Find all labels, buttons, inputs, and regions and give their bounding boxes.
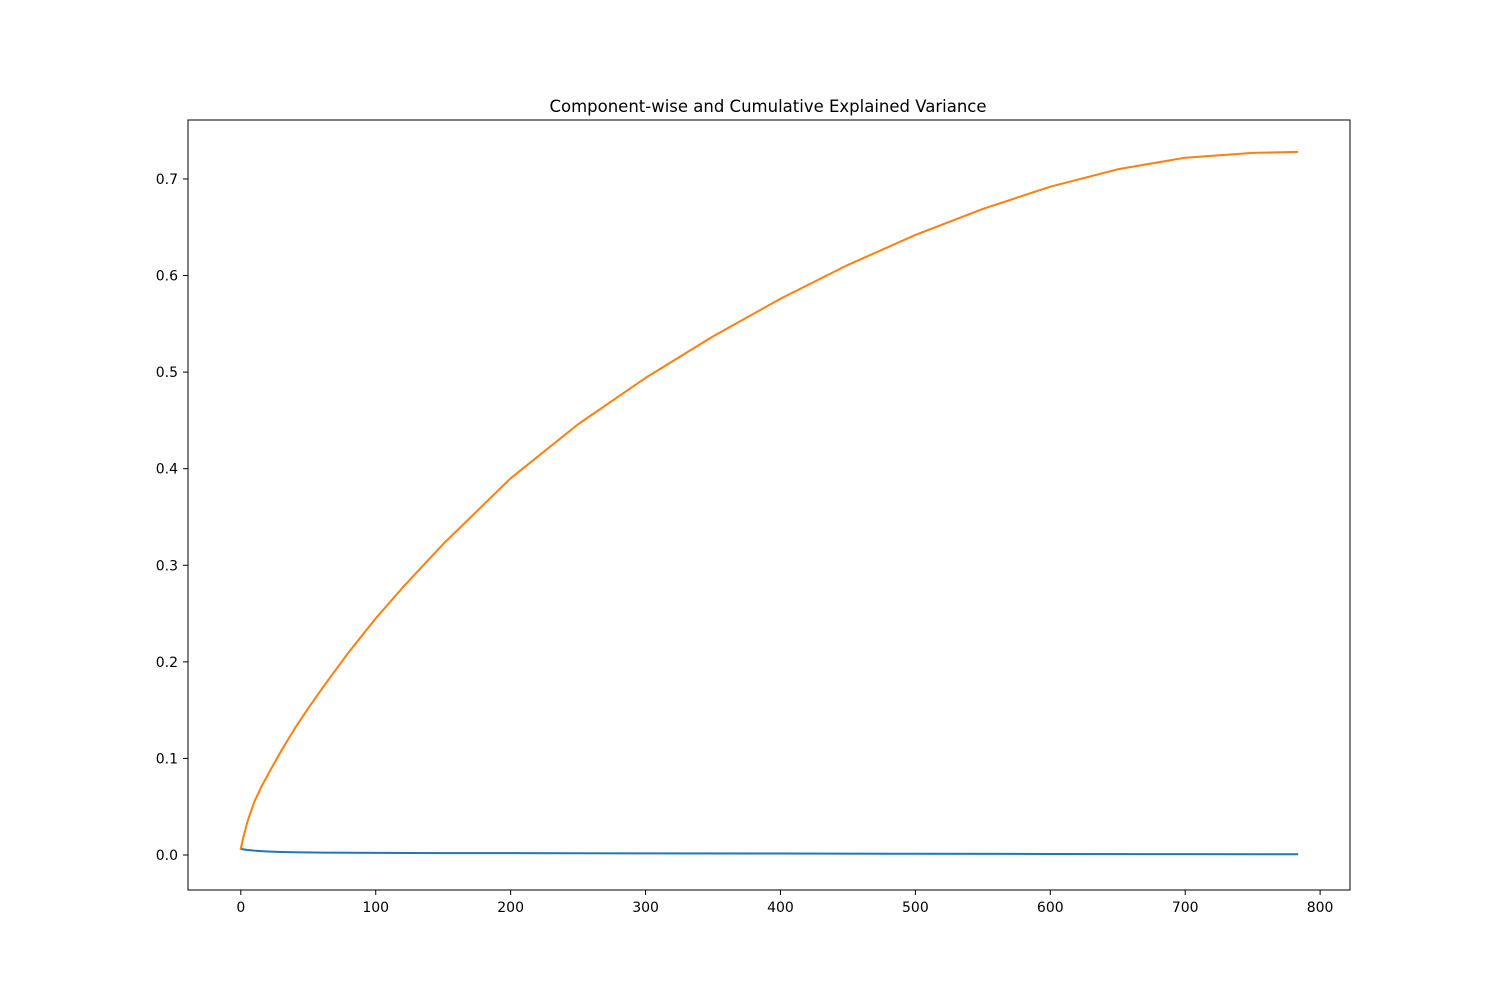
y-tick-label: 0.4 (156, 462, 178, 478)
x-axis: 0 100 200 300 400 500 600 700 800 (236, 890, 1333, 916)
x-tick-label: 100 (362, 900, 389, 916)
y-tick-label: 0.5 (156, 365, 178, 381)
y-tick-label: 0.1 (156, 751, 178, 767)
series-line-1 (239, 847, 1299, 856)
x-tick-label: 500 (902, 900, 929, 916)
series-line-2 (239, 150, 1299, 850)
x-tick-label: 600 (1037, 900, 1064, 916)
chart-title: Component-wise and Cumulative Explained … (549, 97, 986, 116)
x-tick-label: 400 (767, 900, 794, 916)
x-tick-label: 0 (236, 900, 245, 916)
y-tick-label: 0.3 (156, 558, 178, 574)
plot-area-frame (187, 119, 1351, 891)
y-tick-label: 0.2 (156, 655, 178, 671)
y-tick-label: 0.6 (156, 269, 178, 285)
y-tick-label: 0.0 (156, 848, 178, 864)
y-tick-label: 0.7 (156, 172, 178, 188)
x-tick-label: 200 (497, 900, 524, 916)
y-axis: 0.0 0.1 0.2 0.3 0.4 0.5 0.6 0.7 (156, 172, 188, 864)
x-tick-label: 700 (1172, 900, 1199, 916)
x-tick-label: 800 (1307, 900, 1334, 916)
x-tick-label: 300 (632, 900, 659, 916)
series-layer (239, 150, 1299, 856)
